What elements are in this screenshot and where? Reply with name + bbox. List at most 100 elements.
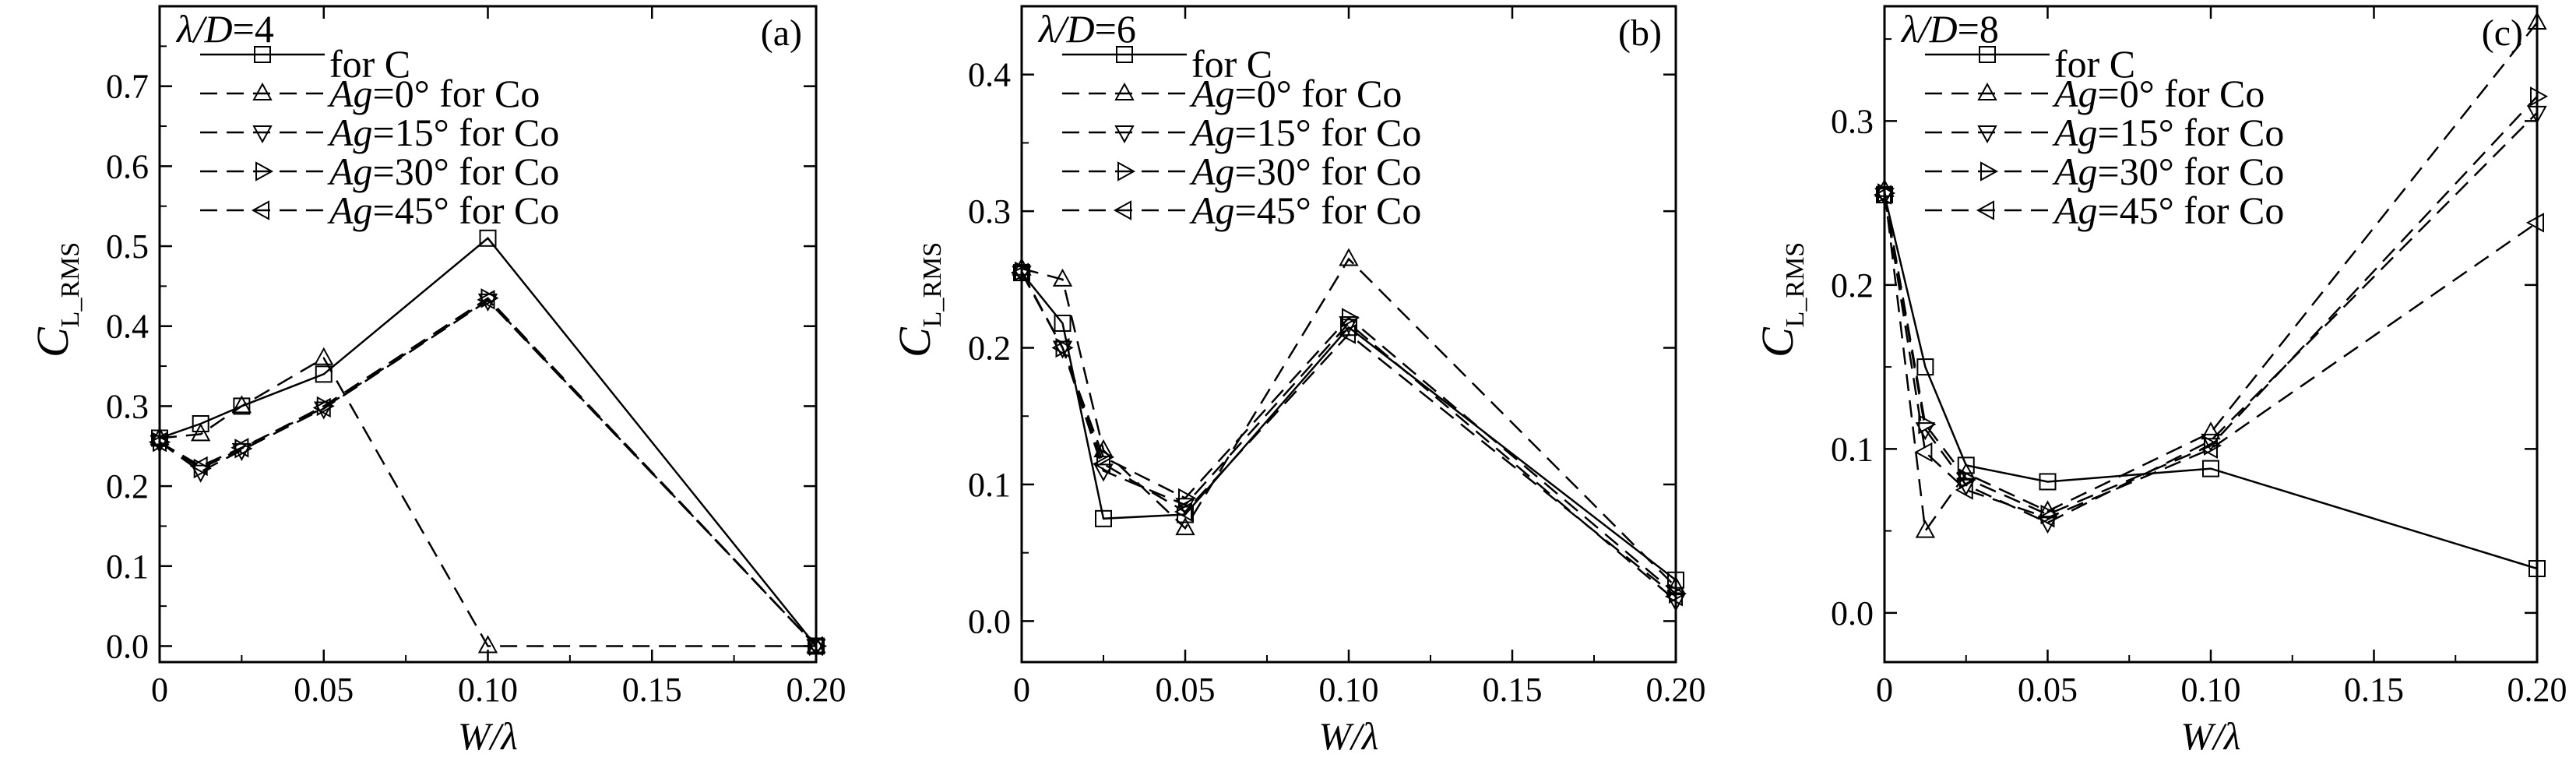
data-point (806, 635, 826, 654)
panel-label: (b) (1618, 12, 1662, 54)
legend-title: λ/D=6 (1037, 7, 1136, 51)
legend-item: Ag=30° for Co (1062, 150, 1421, 193)
series-5 (148, 290, 823, 657)
data-point (2199, 439, 2218, 460)
x-tick-label: 0.05 (294, 671, 354, 709)
data-point (153, 432, 171, 453)
x-tick-label: 0.10 (458, 671, 518, 709)
legend-marker (252, 125, 273, 144)
legend-marker (1116, 46, 1133, 63)
y-tick-label: 0.7 (106, 68, 149, 106)
legend-marker (1977, 125, 1997, 144)
legend-label: Ag=0° for Co (1189, 72, 1402, 115)
data-point (1339, 248, 1359, 266)
data-point (1916, 358, 1934, 376)
data-point (148, 432, 167, 453)
data-point (477, 635, 498, 654)
legend-item: Ag=0° for Co (1062, 72, 1402, 115)
legend-label: for C (329, 42, 410, 86)
data-point (315, 365, 333, 383)
series-line (159, 237, 817, 647)
series-line (1883, 194, 2538, 520)
legend-label: Ag=15° for Co (2052, 111, 2284, 154)
data-point (2202, 460, 2219, 477)
legend-marker (1979, 46, 1996, 63)
legend-label: Ag=15° for Co (327, 111, 559, 154)
y-axis-label: CL_RMS (889, 242, 947, 358)
chart-panel-2: 0 0.05 0.10 0.15 0.20 0.0 0.1 0.2 0.3 0.4 W/λ CL_RM… (889, 5, 1706, 758)
data-point (1958, 468, 1977, 488)
series-4 (1877, 86, 2549, 525)
x-tick-label: 0.15 (2344, 671, 2404, 709)
legend-marker (1117, 161, 1136, 181)
y-axis-label: CL_RMS (1752, 242, 1810, 358)
data-point (1054, 314, 1072, 332)
data-point (1666, 594, 1686, 612)
x-tick-label: 0.15 (622, 671, 682, 709)
series-line (1020, 270, 1677, 595)
legend-label: Ag=45° for Co (327, 188, 559, 232)
y-tick-label: 0.0 (1831, 594, 1874, 632)
data-point (312, 397, 331, 418)
legend-item: Ag=45° for Co (200, 188, 559, 232)
legend-label: for C (1191, 42, 1272, 86)
series-5 (1010, 262, 1683, 607)
data-point (1051, 337, 1070, 358)
data-point (2040, 504, 2059, 525)
series-line (1883, 22, 2538, 534)
series-line (1020, 272, 1677, 597)
legend-marker (1980, 161, 1999, 181)
legend-marker (1976, 200, 1994, 220)
data-point (2528, 560, 2546, 578)
data-point (1174, 502, 1192, 522)
x-axis-label: W/λ (2180, 714, 2240, 758)
data-point (231, 438, 249, 458)
legend-marker (251, 200, 269, 220)
legend-label: for C (2054, 42, 2135, 86)
legend-label: Ag=0° for Co (327, 72, 540, 115)
data-point (1664, 587, 1683, 607)
legend-item: Ag=15° for Co (1925, 111, 2284, 154)
data-point (1095, 509, 1112, 527)
data-point (1178, 488, 1197, 509)
data-point (1669, 583, 1687, 604)
data-point (314, 347, 334, 365)
y-tick-label: 0.5 (106, 227, 149, 266)
data-point (2527, 11, 2547, 30)
y-tick-label: 0.6 (106, 147, 149, 185)
data-point (1052, 268, 1073, 287)
legend-marker (1114, 82, 1135, 100)
series-5 (1873, 185, 2544, 528)
data-point (1093, 463, 1114, 482)
chart-panel-3: 0 0.05 0.10 0.15 0.20 0.0 0.1 0.2 0.3 W/λ CL_RMS (c… (1752, 5, 2567, 758)
legend-marker (1114, 125, 1135, 144)
y-tick-label: 0.3 (106, 387, 149, 425)
legend-label: Ag=30° for Co (327, 150, 559, 193)
legend-item: Ag=0° for Co (200, 72, 540, 115)
data-point (231, 395, 252, 414)
y-tick-label: 0.2 (106, 467, 149, 506)
chart-panel-1: 0 0.05 0.10 0.15 0.20 0.0 0.1 0.2 0.3 0.4 0.5 0.6 0.… (27, 5, 846, 758)
data-point (477, 290, 495, 310)
series-line (1883, 194, 2538, 570)
y-tick-label: 0.1 (1831, 430, 1874, 468)
data-point (2039, 473, 2057, 491)
legend-item: Ag=45° for Co (1062, 188, 1421, 232)
data-point (809, 636, 828, 657)
legend-item: for C (1062, 42, 1272, 86)
data-point (2527, 105, 2547, 124)
data-point (1914, 442, 1933, 463)
y-tick-label: 0.2 (1831, 266, 1874, 305)
data-point (1175, 517, 1195, 536)
y-tick-label: 0.4 (106, 308, 149, 346)
data-point (804, 636, 823, 657)
data-point (479, 229, 497, 247)
data-point (2530, 86, 2549, 107)
x-tick-label: 0.05 (1156, 671, 1216, 709)
legend-item: for C (1925, 42, 2135, 86)
series-line (1883, 95, 2538, 516)
data-point (2525, 213, 2544, 233)
panel-label: (a) (761, 12, 802, 54)
